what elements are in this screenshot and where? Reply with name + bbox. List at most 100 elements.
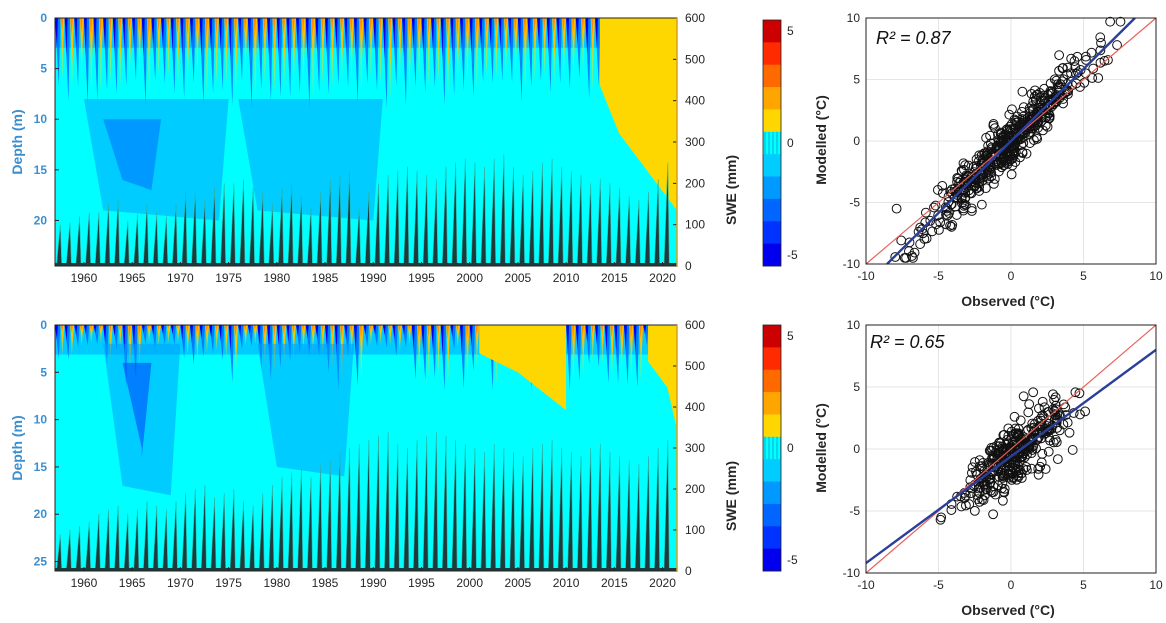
scatter-point (1001, 149, 1012, 160)
heatmap-warm-core (678, 18, 680, 32)
scatter-point (1040, 464, 1051, 474)
heatmap-surface-band (566, 325, 577, 355)
scatter-point (1017, 147, 1028, 158)
heatmap-surface-band (132, 18, 143, 48)
heatmap-cold-core (440, 18, 444, 58)
scatter-point (1105, 16, 1116, 27)
scatter-point (998, 430, 1009, 441)
swe-spike (355, 443, 361, 571)
heatmap-surface-band (469, 325, 480, 355)
heatmap-surface-band (440, 325, 451, 355)
heatmap-cold-core (276, 325, 280, 345)
y-tick-label: 10 (847, 318, 861, 332)
scatter-point (1075, 65, 1086, 75)
heatmap-surface-band (103, 18, 114, 48)
colorbar-swatch (763, 414, 781, 438)
x-tick-label: 1960 (71, 576, 98, 590)
scatter-point (1062, 417, 1073, 428)
colorbar-swatch (763, 42, 781, 66)
heatmap-cold-core (112, 325, 116, 337)
heatmap-warm-fringe (301, 325, 306, 350)
swe-spike (191, 488, 198, 571)
heatmap-cold-core (440, 325, 444, 355)
swe-spike (229, 183, 236, 266)
swe-spike (249, 505, 255, 571)
heatmap-surface-band (450, 18, 461, 48)
swe-spike (75, 216, 82, 266)
y2-tick-label: 200 (685, 482, 705, 496)
heatmap-cold-core (103, 325, 107, 343)
heatmap-warm-fringe (118, 18, 123, 87)
x-tick-label: 1980 (263, 271, 290, 285)
swe-spike (422, 175, 429, 266)
heatmap-surface-band (286, 325, 297, 355)
scatter-point (1023, 407, 1034, 418)
heatmap-surface-band (344, 325, 355, 355)
scatter-point (1011, 464, 1022, 475)
heatmap-surface-band (382, 18, 394, 48)
heatmap-surface-band (315, 18, 326, 48)
heatmap-cold-core (161, 325, 164, 334)
heatmap-surface-band (402, 18, 413, 48)
scatter-point (1095, 45, 1106, 56)
scatter-point (962, 178, 973, 189)
swe-spike (461, 443, 468, 571)
scatter-point (913, 226, 924, 237)
swe-spike (596, 179, 603, 266)
heatmap-surface-band (64, 325, 75, 355)
y-tick-label: 5 (853, 380, 860, 394)
x-tick-label: 1970 (167, 271, 194, 285)
heatmap-warm-fringe (205, 18, 209, 96)
swe-spike (451, 162, 458, 266)
swe-spike (142, 203, 149, 266)
heatmap-warm-fringe (620, 325, 624, 378)
regression-line (865, 348, 1157, 565)
heatmap-cold-core (325, 325, 328, 347)
x-tick-label: 1990 (360, 271, 387, 285)
colorbar-swatch (763, 198, 781, 222)
swe-spike (470, 162, 477, 266)
swe-spike (104, 509, 111, 571)
y-tick-label: 10 (847, 11, 861, 25)
swe-spike (461, 158, 468, 266)
x-tick-label: -5 (933, 578, 944, 592)
colorbar-swatch (763, 64, 781, 88)
heatmap-surface-band (141, 325, 152, 355)
heatmap-surface-band (508, 18, 519, 48)
heatmap-surface-band (112, 18, 124, 48)
y-tick-label: 0 (853, 134, 860, 148)
heatmap-cold-core (411, 325, 415, 350)
heatmap-surface-band (238, 325, 249, 355)
x-tick-label: 2020 (649, 576, 676, 590)
heatmap-warm-fringe (446, 18, 450, 97)
scatter-point (1020, 434, 1031, 445)
swe-spike (364, 439, 371, 571)
heatmap-cold-core (151, 325, 155, 336)
heatmap-warm-fringe (379, 325, 383, 345)
heatmap-cold-core (450, 325, 454, 337)
heatmap-surface-band (55, 18, 66, 48)
colorbar-swatch (763, 526, 781, 550)
scatter-point (988, 509, 998, 520)
scatter-point (976, 199, 987, 210)
swe-spike (306, 476, 313, 571)
heatmap-cold-core (286, 18, 290, 54)
swe-spike (547, 439, 554, 571)
swe-spike (364, 191, 371, 266)
heatmap-surface-band (411, 18, 422, 48)
y-tick-label: 15 (34, 163, 48, 177)
heatmap-surface-band (112, 325, 124, 355)
heatmap-surface-band (180, 18, 191, 48)
y-tick-label: -10 (843, 257, 861, 271)
swe-spike (528, 447, 535, 571)
swe-spike (625, 195, 632, 266)
scatter-point (1088, 63, 1099, 74)
heatmap-surface-band (556, 18, 567, 48)
heatmap-surface-band (103, 325, 114, 355)
heatmap-cold-core (180, 325, 184, 340)
heatmap-warm-fringe (205, 325, 209, 354)
y-tick-label: 5 (853, 73, 860, 87)
y-tick-label: 5 (40, 62, 47, 76)
heatmap-cold-core (141, 18, 145, 58)
heatmap-surface-band (55, 325, 66, 355)
